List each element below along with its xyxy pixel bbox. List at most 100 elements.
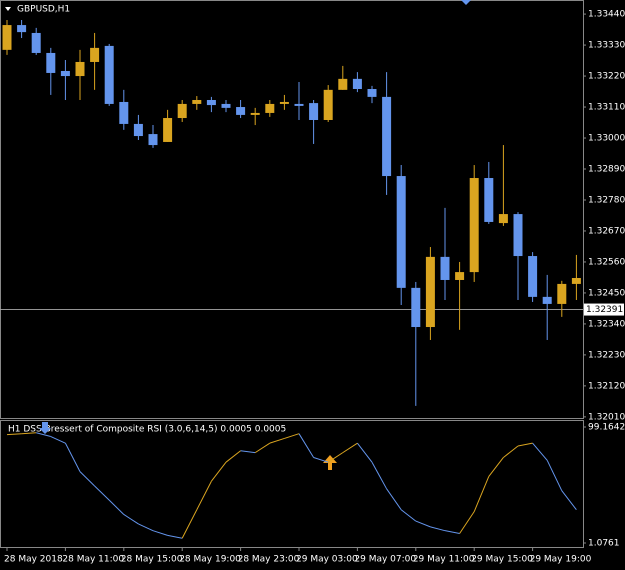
shift-marker [461,0,471,5]
x-tick-label: 29 May 07:00 [354,555,416,565]
candle-body [250,112,260,115]
indicator-segment [415,520,431,528]
candle-body [411,287,421,328]
buy-arrow [323,455,337,470]
y-tick-label: 1.32450 [588,288,625,298]
x-tick-label: 28 May 2018 [4,555,63,565]
indicator-segment [79,471,95,487]
y-tick-label: 1.32230 [588,350,625,360]
y-tick-label: 1.33110 [588,103,625,113]
candle-body [75,61,85,77]
sell-arrow [39,422,51,434]
indicator-segment [108,499,125,515]
x-tick-label: 29 May 19:00 [530,555,592,565]
candle-body [192,99,202,104]
indicator-segment [196,481,212,510]
indicator-segment [64,442,81,472]
indicator-segment [342,442,358,454]
candle-body [367,89,377,97]
indicator-segment [138,523,154,532]
x-tick-label: 29 May 11:00 [413,555,475,565]
indicator-title: H1 DSS Bressert of Composite RSI (3.0,6,… [8,425,286,435]
candle-body [323,89,333,120]
indicator-segment [167,534,183,539]
y-tick-label: 1.33220 [588,72,625,82]
candle-body [265,103,275,113]
last-price-label: 1.32391 [586,305,623,315]
indicator-segment [357,442,373,463]
x-tick-label: 28 May 19:00 [179,555,241,565]
indicator-segment [327,452,344,463]
indicator-segment [400,509,417,522]
candle-body [557,283,567,304]
y-tick-label: 1.32340 [588,319,625,329]
x-tick-label: 29 May 03:00 [296,555,358,565]
candle-body [484,178,494,222]
indicator-segment [444,530,460,535]
indicator-segment [181,509,198,539]
candle-body [382,96,392,177]
candle-body [206,99,216,106]
chart-title: GBPUSD,H1 [17,5,70,15]
indicator-segment [517,442,533,447]
indicator-panel-border [0,420,584,548]
candle-body [542,296,552,304]
indicator-segment [532,442,548,461]
indicator-segment [211,461,227,482]
indicator-segment [459,511,475,534]
indicator-segment [254,442,271,454]
last-price-box [584,303,624,316]
candle-body [163,118,173,142]
indicator-segment [503,445,519,458]
indicator-segment [473,476,490,512]
indicator-segment [123,514,139,525]
y-tick-label: 1.32120 [588,381,625,391]
candle-body [119,101,129,124]
y-tick-label: 1.32890 [588,165,625,175]
y-tick-label: 1.32560 [588,257,625,267]
y-tick-label: 1.32010 [588,412,625,422]
indicator-segment [298,433,315,458]
candle-body [148,134,158,146]
indicator-segment [313,456,329,463]
candle-body [571,278,581,284]
x-tick-label: 28 May 15:00 [121,555,183,565]
candle-body [31,32,41,53]
indicator-segment [561,490,577,511]
y-tick-label: 1.32780 [588,195,625,205]
y-tick-label: 1.33330 [588,41,625,51]
candle-body [425,256,435,328]
y-tick-label: 1.33440 [588,10,625,20]
indicator-segment [152,530,168,536]
candle-body [440,256,450,280]
candle-body [2,25,12,50]
candle-body [46,52,56,73]
x-tick-label: 29 May 15:00 [471,555,533,565]
indicator-segment [284,433,300,439]
candle-body [455,272,465,280]
candle-body [338,78,348,90]
indicator-segment [6,433,22,436]
y-tick-label: 1.32670 [588,226,625,236]
candle-body [60,70,70,77]
y-tick-label: 1.0761 [588,539,620,549]
candle-body [352,78,362,90]
x-tick-label: 28 May 23:00 [238,555,300,565]
indicator-segment [94,485,110,501]
indicator-segment [488,457,504,477]
indicator-segment [50,436,66,444]
candle-body [528,256,538,297]
candle-body [133,123,143,137]
candle-body [396,176,406,288]
indicator-segment [430,526,446,532]
indicator-segment [386,488,402,511]
x-tick-label: 28 May 11:00 [62,555,124,565]
indicator-segment [269,437,285,444]
y-tick-label: 99.1642 [588,423,625,433]
candle-body [279,101,289,104]
candle-body [221,103,231,108]
menu-triangle[interactable] [5,7,11,11]
